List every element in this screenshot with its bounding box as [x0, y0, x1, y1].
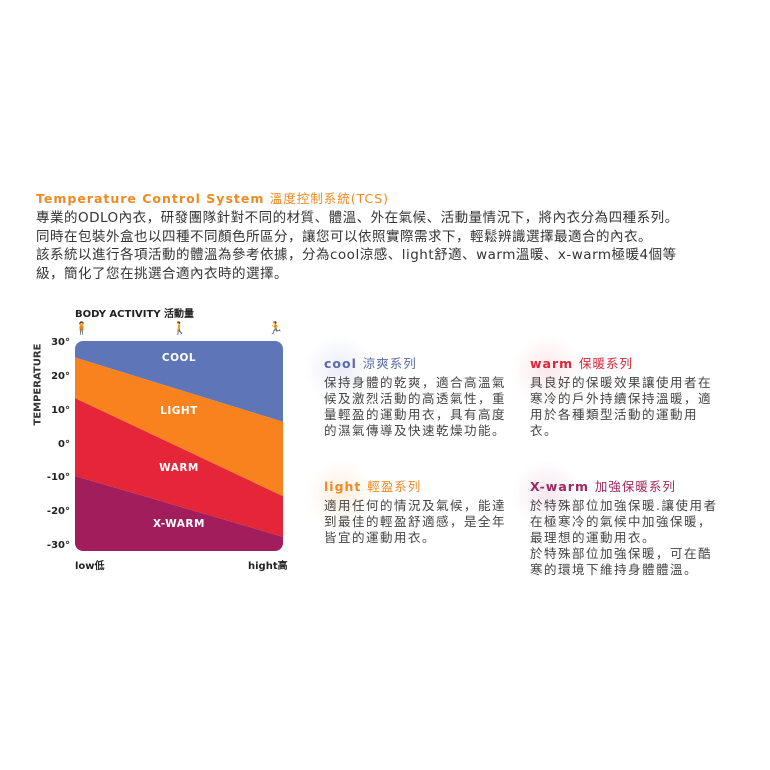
temperature-chart: COOL LIGHT WARM X-WARM: [75, 341, 283, 551]
x-high-label: hight高: [248, 561, 288, 572]
intro-text: 專業的ODLO內衣，研發團隊針對不同的材質、體溫、外在氣候、活動量情況下，將內衣…: [36, 210, 679, 282]
y-tick-label: 30°: [51, 337, 70, 348]
band-label-x-warm: X-WARM: [153, 518, 205, 530]
band-label-light: LIGHT: [160, 405, 198, 417]
y-tick-label: -10°: [46, 472, 70, 484]
light-glow: [305, 460, 375, 530]
running-person-icon: 🏃: [268, 321, 283, 335]
y-tick-label: 0°: [58, 438, 70, 450]
series-card-xwarm: X-warm 加強保暖系列 於特殊部位加強保暖.讓使用者在極寒冷的氣候中加強保暖…: [530, 479, 718, 577]
y-tick-label: -30°: [46, 540, 70, 551]
band-warm: [75, 398, 283, 537]
warm-glow: [512, 335, 582, 405]
y-tick-label: 10°: [51, 404, 70, 416]
standing-person-icon: 🧍: [74, 321, 89, 335]
band-label-warm: WARM: [159, 462, 199, 474]
page-title: Temperature Control System 溫度控制系統(TCS): [36, 191, 390, 206]
y-tick-label: 20°: [51, 370, 70, 382]
series-card-light: light 輕盈系列 適用任何的情況及氣候，能達到最佳的輕盈舒適感，是全年皆宜的…: [324, 479, 507, 545]
y-tick-label: -20°: [46, 506, 70, 518]
xwarm-glow: [512, 460, 582, 530]
band-x-warm: [75, 475, 283, 551]
series-card-warm: warm 保暖系列 具良好的保暖效果讓使用者在寒冷的戶外持續保持溫暖，適用於各種…: [530, 356, 713, 438]
x-axis-label: BODY ACTIVITY 活動量: [75, 309, 195, 320]
x-low-label: low低: [75, 561, 105, 572]
band-label-cool: COOL: [162, 352, 196, 364]
series-card-cool: cool 涼爽系列 保持身體的乾爽，適合高溫氣候及激烈活動的高透氣性，重量輕盈的…: [324, 356, 507, 438]
cool-glow: [305, 335, 375, 405]
walking-person-icon: 🚶: [172, 321, 187, 335]
band-light: [75, 357, 283, 497]
band-cool: [75, 341, 283, 422]
